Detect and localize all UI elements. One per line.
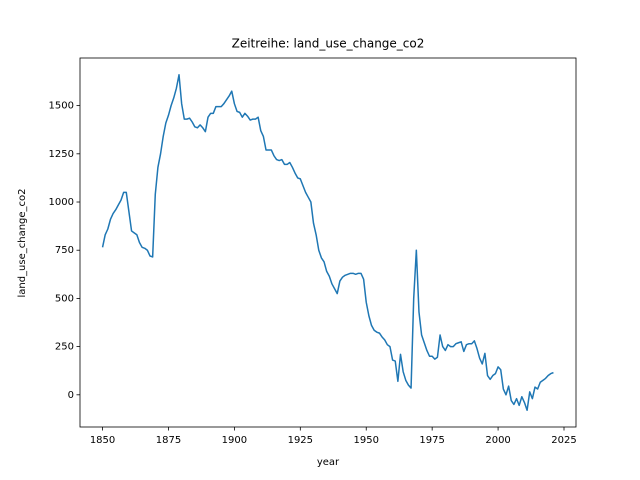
x-tick-label: 2025 — [551, 435, 576, 446]
x-tick-label: 1900 — [222, 435, 247, 446]
x-tick-label: 1875 — [156, 435, 181, 446]
y-tick-label: 0 — [68, 390, 74, 401]
x-tick-label: 1925 — [288, 435, 313, 446]
chart-title: Zeitreihe: land_use_change_co2 — [232, 37, 425, 51]
y-axis-label: land_use_change_co2 — [17, 188, 28, 297]
y-tick-label: 500 — [55, 293, 74, 304]
x-tick-label: 1950 — [354, 435, 379, 446]
y-tick-label: 1000 — [49, 197, 74, 208]
y-tick-label: 750 — [55, 245, 74, 256]
x-tick-label: 1850 — [90, 435, 115, 446]
x-axis-label: year — [317, 457, 340, 468]
plot-frame — [79, 57, 577, 428]
x-tick-label: 2000 — [485, 435, 510, 446]
y-tick-label: 1500 — [49, 101, 74, 112]
data-line — [101, 74, 554, 411]
y-tick-label: 250 — [55, 342, 74, 353]
y-tick-label: 1250 — [49, 149, 74, 160]
x-tick-label: 1975 — [419, 435, 444, 446]
